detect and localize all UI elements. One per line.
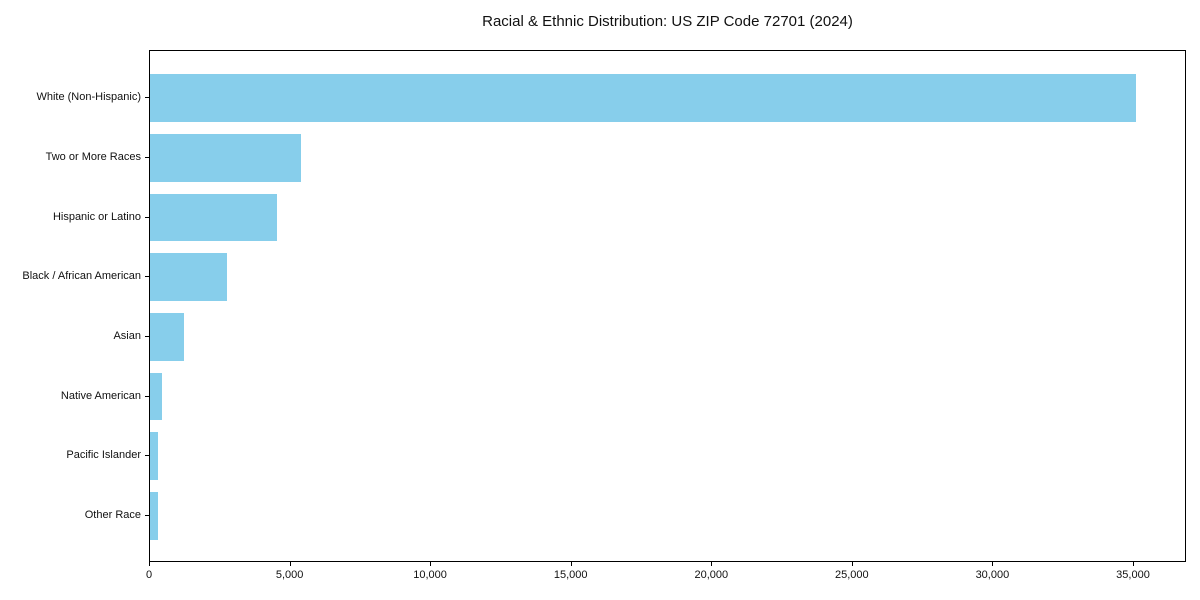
y-tick-label-two-or-more-races: Two or More Races (45, 150, 141, 163)
y-tick-label-native-american: Native American (60, 389, 141, 402)
bar-black-african-american (150, 253, 227, 301)
y-tick-mark (145, 97, 149, 99)
y-tick-label-pacific-islander: Pacific Islander (66, 449, 141, 462)
bar-pacific-islander (150, 432, 158, 480)
y-tick-label-white-non-hispanic: White (Non-Hispanic) (36, 91, 141, 104)
y-tick-mark (145, 335, 149, 337)
bar-white-non-hispanic (150, 74, 1136, 122)
bar-native-american (150, 372, 163, 421)
x-tick-mark (149, 562, 150, 566)
x-tick-mark (1133, 562, 1134, 566)
x-tick-mark (289, 562, 291, 566)
x-tick-label-15000: 15,000 (553, 569, 588, 581)
y-tick-mark (145, 156, 149, 158)
bar-two-or-more-races (150, 133, 301, 182)
x-tick-label-0: 0 (145, 569, 153, 581)
x-tick-mark (992, 562, 994, 566)
bar-other-race (150, 492, 159, 540)
y-tick-label-other-race: Other Race (84, 508, 141, 521)
bar-hispanic-or-latino (150, 193, 277, 242)
x-tick-label-30000: 30,000 (975, 569, 1010, 581)
y-tick-label-hispanic-or-latino: Hispanic or Latino (52, 210, 141, 223)
x-tick-label-35000: 35,000 (1116, 569, 1150, 581)
y-tick-mark (145, 216, 149, 218)
y-tick-mark (145, 395, 149, 397)
x-tick-mark (711, 562, 713, 566)
y-tick-mark (145, 455, 149, 457)
y-tick-mark (145, 514, 149, 516)
x-tick-mark (430, 562, 432, 566)
x-tick-mark (851, 562, 853, 566)
chart-title: Racial & Ethnic Distribution: US ZIP Cod… (482, 13, 853, 30)
x-tick-mark (570, 562, 572, 566)
y-tick-label-black-african-american: Black / African American (22, 270, 141, 283)
y-tick-mark (145, 276, 149, 278)
x-tick-label-25000: 25,000 (834, 569, 869, 581)
x-tick-label-20000: 20,000 (694, 569, 729, 581)
bar-asian (150, 313, 184, 361)
y-tick-label-asian: Asian (113, 329, 141, 342)
x-tick-label-10000: 10,000 (413, 569, 447, 581)
plot-area (149, 50, 1186, 562)
x-tick-label-5000: 5,000 (275, 569, 304, 581)
